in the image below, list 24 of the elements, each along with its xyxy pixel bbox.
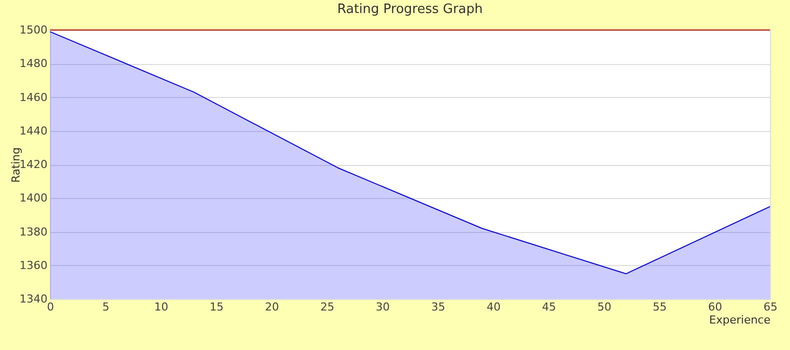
x-tick-label: 5: [102, 300, 110, 314]
x-tick-label: 15: [210, 300, 224, 314]
x-tick-label: 35: [431, 300, 446, 314]
x-tick-label: 20: [265, 300, 280, 314]
x-axis-title: Experience: [709, 314, 771, 326]
y-tick-label: 1480: [20, 57, 48, 70]
x-tick-label: 10: [154, 300, 168, 314]
x-tick-label: 50: [597, 300, 612, 314]
y-tick-label: 1500: [20, 24, 48, 36]
x-tick-label: 25: [320, 300, 334, 314]
x-tick-label: 45: [542, 300, 556, 314]
y-tick-label: 1400: [20, 192, 48, 205]
y-tick-label: 1440: [20, 124, 48, 138]
y-tick-label: 1380: [20, 225, 48, 238]
x-tick-label: 0: [47, 300, 54, 314]
x-tick-label: 65: [764, 300, 778, 314]
x-tick-label: 55: [652, 300, 667, 314]
x-tick-label: 40: [486, 300, 501, 314]
y-tick-label: 1460: [20, 90, 48, 104]
chart-title: Rating Progress Graph: [337, 2, 483, 17]
y-tick-label: 1340: [20, 292, 48, 306]
x-tick-label: 60: [708, 300, 722, 314]
x-tick-label: 30: [376, 300, 390, 314]
y-tick-label: 1360: [20, 258, 48, 272]
